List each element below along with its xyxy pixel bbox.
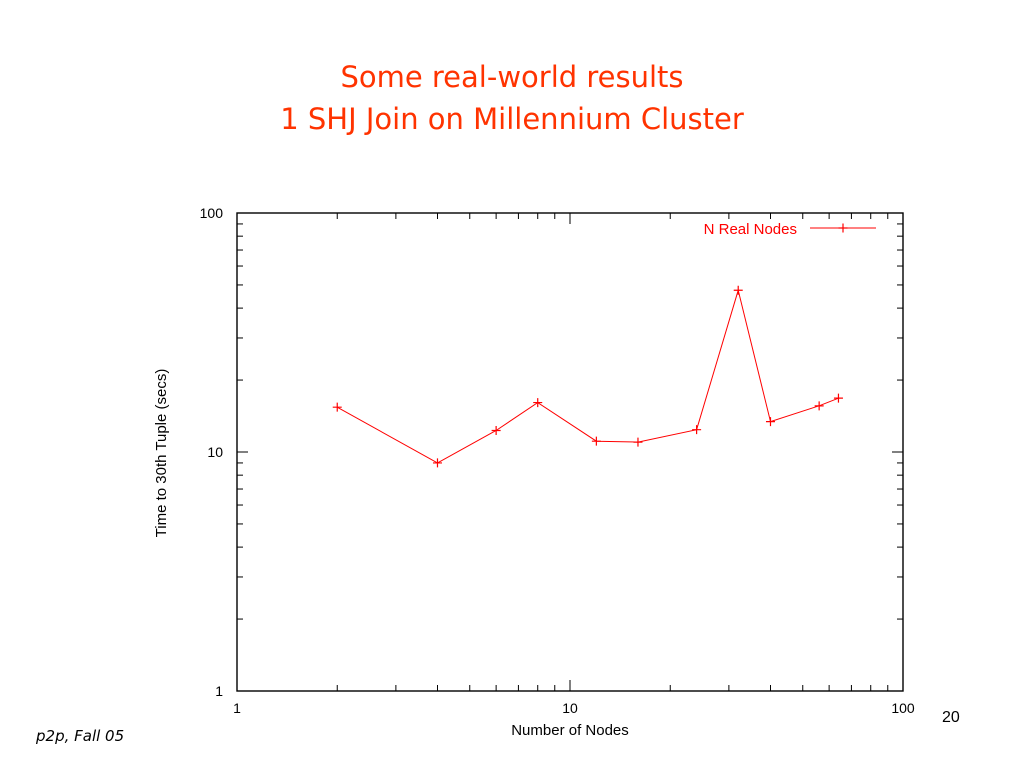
y-tick-label: 10 [207, 444, 223, 460]
data-point [533, 398, 543, 408]
data-point [814, 401, 824, 411]
data-point [633, 437, 643, 447]
legend-label: N Real Nodes [704, 221, 797, 238]
data-point [733, 285, 743, 295]
x-tick-label: 100 [891, 700, 915, 716]
page-number: 20 [942, 709, 960, 726]
data-point [332, 402, 342, 412]
plot-frame [236, 212, 904, 692]
data-point [765, 417, 775, 427]
x-axis-label: Number of Nodes [511, 722, 629, 739]
y-axis-label: Time to 30th Tuple (secs) [153, 369, 170, 538]
data-point [432, 458, 442, 468]
footer-course-label: p2p, Fall 05 [36, 727, 125, 745]
slide-title-line1: Some real-world results [340, 60, 684, 94]
y-tick-label: 1 [215, 683, 223, 699]
slide-title: Some real-world results 1 SHJ Join on Mi… [0, 56, 1024, 140]
x-tick-label: 10 [562, 700, 578, 716]
x-tick-label: 1 [233, 700, 241, 716]
y-tick-label: 100 [200, 205, 224, 221]
legend-marker [838, 223, 848, 233]
data-point [591, 436, 601, 446]
data-point [692, 425, 702, 435]
data-point [833, 393, 843, 403]
slide-title-line2: 1 SHJ Join on Millennium Cluster [280, 102, 744, 136]
data-point [491, 426, 501, 436]
series-line [336, 288, 839, 464]
